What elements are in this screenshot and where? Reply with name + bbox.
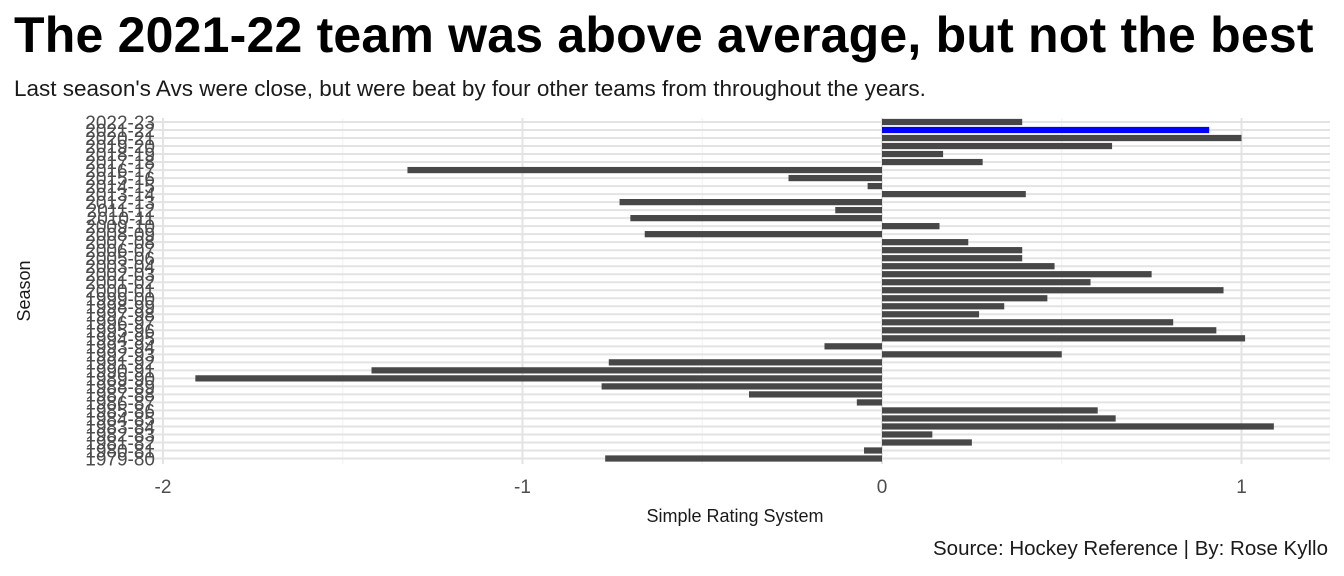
bar-2010-11 xyxy=(630,215,882,222)
y-tick-label: 2016-17 xyxy=(85,161,155,182)
y-tick-label: 2020-21 xyxy=(85,129,155,150)
y-tick-label: 1984-85 xyxy=(85,409,155,430)
y-tick-label: 2006-07 xyxy=(85,241,155,262)
bar-1996-97 xyxy=(882,319,1174,326)
bar-1988-89 xyxy=(601,383,882,390)
y-tick-label: 1988-89 xyxy=(85,377,155,398)
bar-1981-82 xyxy=(882,439,972,446)
y-tick-label: 1981-82 xyxy=(85,433,155,454)
y-tick-label: 2012-13 xyxy=(85,193,155,214)
x-axis-title: Simple Rating System xyxy=(646,506,823,526)
y-tick-label: 1989-90 xyxy=(85,369,155,390)
y-tick-label: 2014-15 xyxy=(85,177,155,198)
y-tick-label: 2018-19 xyxy=(85,145,155,166)
y-tick-label: 2002-03 xyxy=(85,265,155,286)
y-tick-label: 2009-10 xyxy=(85,217,155,238)
bar-2018-19 xyxy=(882,150,944,158)
bar-1999-00 xyxy=(882,295,1048,302)
y-tick-label: 1982-83 xyxy=(85,425,155,446)
bar-1984-85 xyxy=(882,415,1116,422)
bar-2014-15 xyxy=(867,182,882,190)
bar-2019-20 xyxy=(882,142,1113,150)
x-tick-label: 1 xyxy=(1236,477,1247,498)
bar-2017-18 xyxy=(882,158,983,166)
bar-2022-23 xyxy=(882,118,1023,126)
bar-1983-84 xyxy=(882,423,1274,430)
bar-1986-87 xyxy=(856,399,882,406)
y-tick-label: 2013-14 xyxy=(85,185,155,206)
bar-2002-03 xyxy=(882,271,1152,278)
bar-2006-07 xyxy=(882,247,1023,254)
bar-1979-80 xyxy=(605,455,882,462)
bar-2005-06 xyxy=(882,255,1023,262)
chart-subtitle: Last season's Avs were close, but were b… xyxy=(14,76,926,101)
bar-1982-83 xyxy=(882,431,933,438)
y-tick-label: 1991-92 xyxy=(85,353,155,374)
y-tick-label: 1994-95 xyxy=(85,329,155,350)
y-tick-label: 1998-99 xyxy=(85,297,155,318)
y-tick-label: 2010-11 xyxy=(87,209,155,230)
y-tick-label: 2015-16 xyxy=(85,169,155,190)
y-tick-label: 2008-09 xyxy=(85,225,155,246)
x-tick-labels: -2 -1 0 1 xyxy=(155,477,1247,498)
y-tick-label: 1983-84 xyxy=(85,417,155,438)
y-tick-label: 1993-94 xyxy=(85,337,155,358)
bar-2012-13 xyxy=(619,198,882,206)
x-tick-label: 0 xyxy=(877,477,888,498)
y-tick-label: 1997-98 xyxy=(85,305,155,326)
bar-1995-96 xyxy=(882,327,1217,334)
bar-2003-04 xyxy=(882,263,1055,270)
y-tick-label: 1987-88 xyxy=(85,385,155,406)
y-tick-label: 2000-01 xyxy=(85,281,155,302)
y-tick-label: 1995-96 xyxy=(85,321,155,342)
y-tick-label: 2001-02 xyxy=(85,273,155,294)
bar-1987-88 xyxy=(748,391,882,398)
bar-2001-02 xyxy=(882,279,1091,286)
y-tick-labels: 1979-801980-811981-821982-831983-841984-… xyxy=(85,113,155,471)
y-tick-label: 1980-81 xyxy=(85,441,155,462)
y-tick-label: 2007-08 xyxy=(85,233,155,254)
y-tick-label: 2003-04 xyxy=(85,257,155,278)
chart-title: The 2021-22 team was above average, but … xyxy=(14,7,1314,63)
y-tick-label: 2022-23 xyxy=(85,113,155,134)
bar-1993-94 xyxy=(824,343,882,350)
bar-1991-92 xyxy=(608,359,882,366)
chart-caption: Source: Hockey Reference | By: Rose Kyll… xyxy=(933,537,1328,560)
bar-2008-09 xyxy=(644,231,882,238)
y-tick-label: 1979-80 xyxy=(85,450,155,471)
y-tick-label: 2011-12 xyxy=(87,201,155,222)
bar-1990-91 xyxy=(371,367,882,374)
bars xyxy=(195,118,1274,462)
x-tick-label: -1 xyxy=(514,477,531,498)
bar-1994-95 xyxy=(882,335,1246,342)
bar-2009-10 xyxy=(882,223,940,230)
bar-2000-01 xyxy=(882,287,1224,294)
bar-1989-90 xyxy=(195,375,883,382)
bar-1985-86 xyxy=(882,407,1098,414)
y-tick-label: 1986-87 xyxy=(85,393,155,414)
bar-2011-12 xyxy=(835,207,882,214)
bar-1997-98 xyxy=(882,311,980,318)
y-tick-label: 1992-93 xyxy=(85,345,155,366)
y-tick-label: 2021-22 xyxy=(85,121,155,142)
bar-1980-81 xyxy=(864,447,882,454)
bar-1998-99 xyxy=(882,303,1005,310)
bar-2015-16 xyxy=(788,174,882,182)
y-tick-label: 1990-91 xyxy=(85,361,155,382)
bar-2016-17 xyxy=(407,166,882,174)
bar-2007-08 xyxy=(882,239,969,246)
y-tick-label: 2005-06 xyxy=(85,249,155,270)
y-tick-label: 1996-97 xyxy=(85,313,155,334)
y-tick-label: 1985-86 xyxy=(85,401,155,422)
bar-2021-22 xyxy=(882,126,1210,134)
y-tick-label: 1999-00 xyxy=(85,289,155,310)
bar-2020-21 xyxy=(882,134,1242,142)
bar-2013-14 xyxy=(882,190,1026,198)
x-tick-label: -2 xyxy=(155,477,172,498)
y-axis-title: Season xyxy=(14,260,34,321)
y-tick-label: 2017-18 xyxy=(85,153,155,174)
bar-1992-93 xyxy=(882,351,1062,358)
y-tick-label: 2019-20 xyxy=(85,137,155,158)
